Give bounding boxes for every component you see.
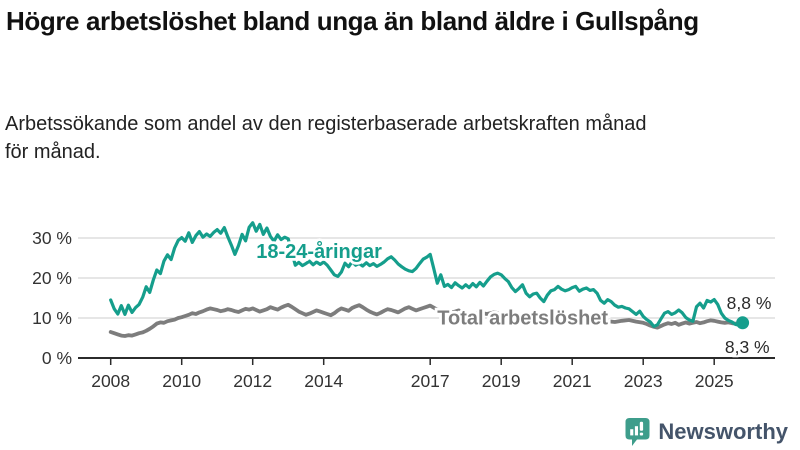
x-axis-label: 2014 [304,371,343,391]
x-axis-label: 2008 [91,371,130,391]
newsworthy-bubble-chart-icon [625,418,650,446]
chart-subtitle: Arbetssökande som andel av den registerb… [5,113,647,163]
series-label: Total arbetslöshet [437,307,608,329]
y-axis-label: 10 % [32,308,72,328]
x-axis-label: 2010 [162,371,201,391]
y-axis-label: 30 % [32,228,72,248]
end-value-label: 8,8 % [727,293,772,313]
brand-name: Newsworthy [658,419,788,444]
newsworthy-logo[interactable]: Newsworthy [625,417,788,447]
x-axis-label: 2019 [482,371,521,391]
y-axis-label: 20 % [32,268,72,288]
series-label: 18-24-åringar [256,240,382,263]
y-axis-label: 0 % [42,348,72,368]
end-value-label: 8,3 % [725,337,770,357]
series-line-18-24-åringar [109,221,745,328]
chart-canvas: 0 % 10 % 20 % 30 % 2008 2010 2012 2014 2017 2019 2… [32,221,775,391]
x-axis-label: 2025 [695,371,734,391]
x-axis-label: 2017 [411,371,450,391]
line-chart: 0 % 10 % 20 % 30 % 2008 2010 2012 2014 2017 2019 2… [0,192,800,404]
series-end-dot [736,316,750,330]
x-axis-label: 2023 [624,371,663,391]
x-axis-label: 2012 [233,371,272,391]
x-axis-label: 2021 [553,371,592,391]
page-title: Högre arbetslöshet bland unga än bland ä… [6,6,699,36]
